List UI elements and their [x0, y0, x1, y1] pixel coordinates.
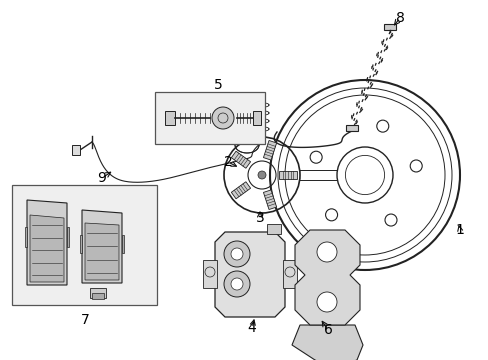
Bar — [72, 145, 80, 155]
Circle shape — [212, 107, 234, 129]
Text: 2: 2 — [223, 155, 232, 169]
Polygon shape — [82, 210, 122, 283]
Polygon shape — [27, 200, 67, 285]
Polygon shape — [30, 215, 64, 282]
Text: 9: 9 — [98, 171, 106, 185]
Bar — [203, 260, 217, 288]
Polygon shape — [231, 182, 250, 199]
Bar — [80, 235, 82, 253]
Circle shape — [224, 271, 249, 297]
Bar — [346, 125, 357, 131]
Text: 8: 8 — [395, 11, 404, 25]
Polygon shape — [85, 223, 119, 280]
Bar — [92, 293, 104, 299]
Bar — [252, 111, 261, 125]
Circle shape — [316, 292, 336, 312]
Bar — [266, 224, 281, 234]
Circle shape — [224, 241, 249, 267]
Bar — [155, 92, 264, 144]
Polygon shape — [215, 232, 285, 317]
Bar — [164, 111, 175, 125]
Bar — [67, 227, 69, 247]
Polygon shape — [279, 171, 296, 179]
Bar — [283, 260, 296, 288]
Bar — [90, 288, 106, 298]
Text: 3: 3 — [255, 211, 264, 225]
Circle shape — [230, 278, 243, 290]
Polygon shape — [263, 190, 276, 210]
Text: 4: 4 — [247, 321, 256, 335]
Text: 1: 1 — [455, 223, 464, 237]
Text: 6: 6 — [323, 323, 332, 337]
Polygon shape — [263, 140, 276, 160]
Circle shape — [258, 171, 265, 179]
Bar — [25, 227, 27, 247]
Polygon shape — [231, 151, 250, 168]
Circle shape — [230, 248, 243, 260]
Circle shape — [316, 242, 336, 262]
Polygon shape — [294, 230, 359, 325]
Bar — [383, 24, 395, 30]
Polygon shape — [291, 325, 362, 360]
Bar — [12, 185, 157, 305]
Bar — [122, 235, 124, 253]
Text: 5: 5 — [213, 78, 222, 92]
Text: 7: 7 — [81, 313, 89, 327]
